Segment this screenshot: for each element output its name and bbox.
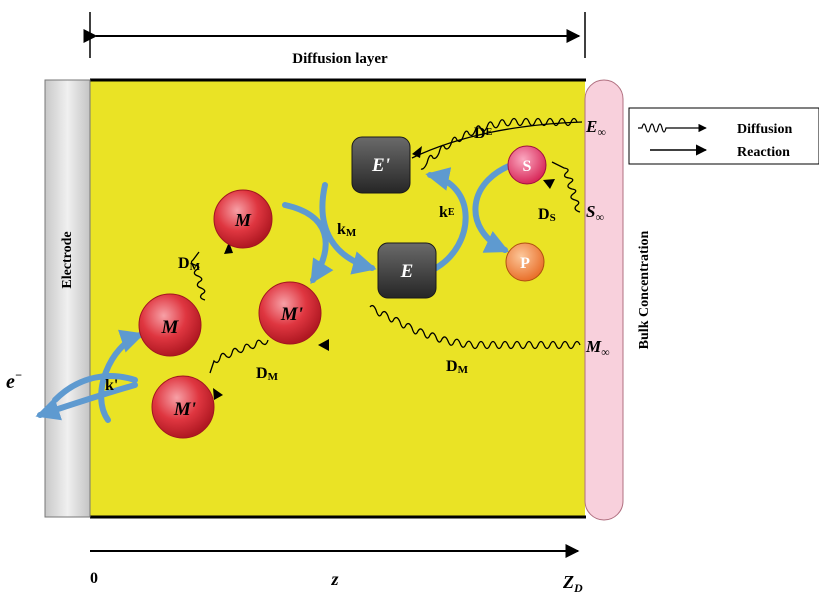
enzyme-e-label: E <box>400 261 414 282</box>
substrate-s <box>507 145 547 185</box>
rate-kprime-label: k' <box>105 377 118 394</box>
electron-label: e− <box>6 368 22 393</box>
enzyme-eprime <box>351 136 411 194</box>
reaction-arrow-electron <box>35 382 138 421</box>
reaction-arrow-s-to-p <box>472 159 523 253</box>
molecule-mprime-lower <box>151 375 215 439</box>
legend-diffusion-symbol <box>638 123 672 133</box>
bulk-e-inf-label: E∞ <box>585 117 606 139</box>
diffusion-layer-dimension: Diffusion layer <box>83 12 586 67</box>
diffusion-e-wave <box>420 117 578 170</box>
product-p <box>505 242 545 282</box>
diffusion-s-wave <box>551 161 581 213</box>
electrode <box>44 79 91 518</box>
molecule-m-top-label: M <box>234 210 252 230</box>
axis-zero-label: 0 <box>90 570 98 587</box>
reaction-arrow-mprime-to-m <box>98 329 145 423</box>
molecule-m-left-label: M <box>161 317 180 338</box>
diffusion-e-spring <box>411 121 583 159</box>
molecule-mprime-center-label: M' <box>280 304 303 325</box>
legend-reaction-label: Reaction <box>737 145 790 160</box>
bulk-concentration-bar <box>584 79 624 521</box>
diffusion-ds-label: DS <box>538 206 556 224</box>
molecule-mprime-center <box>258 281 322 345</box>
axis-z-label: z <box>330 569 338 589</box>
axis-zd-label: ZD <box>562 572 583 595</box>
enzyme-eprime-label: E' <box>371 155 390 176</box>
diffusion-layer-label: Diffusion layer <box>292 51 388 67</box>
reaction-arrow-e-to-eprime <box>425 167 469 271</box>
legend: Diffusion Reaction <box>628 107 819 165</box>
bulk-concentration-label: Bulk Concentration <box>637 230 652 349</box>
rate-km-label: kM <box>337 221 357 239</box>
legend-diffusion-label: Diffusion <box>737 122 792 137</box>
reaction-arrow-eprime-to-e <box>319 182 377 275</box>
diffusion-m-bulk-wave <box>369 304 581 350</box>
z-axis: 0 z ZD <box>90 544 583 595</box>
diffusion-m-down-wave <box>209 339 269 374</box>
product-p-label: P <box>520 255 530 272</box>
diffusion-de-label: DE <box>474 125 493 142</box>
rate-ke-label: kE <box>439 204 455 221</box>
diffusion-dm-bulk-label: DM <box>446 358 469 376</box>
enzyme-e <box>377 242 437 299</box>
electrode-label: Electrode <box>60 231 75 288</box>
substrate-s-label: S <box>523 158 532 175</box>
molecule-m-left <box>138 293 202 357</box>
diffusion-dm-upper-label: DM <box>178 255 201 273</box>
molecule-m-top <box>213 189 273 249</box>
diffusion-m-up-wave <box>190 251 206 301</box>
molecule-mprime-lower-label: M' <box>173 399 196 420</box>
reaction-arrow-m-to-mprime <box>282 202 334 285</box>
bulk-s-inf-label: S∞ <box>586 202 604 224</box>
bulk-m-inf-label: M∞ <box>585 337 610 359</box>
diffusion-dm-lower-label: DM <box>256 365 279 383</box>
